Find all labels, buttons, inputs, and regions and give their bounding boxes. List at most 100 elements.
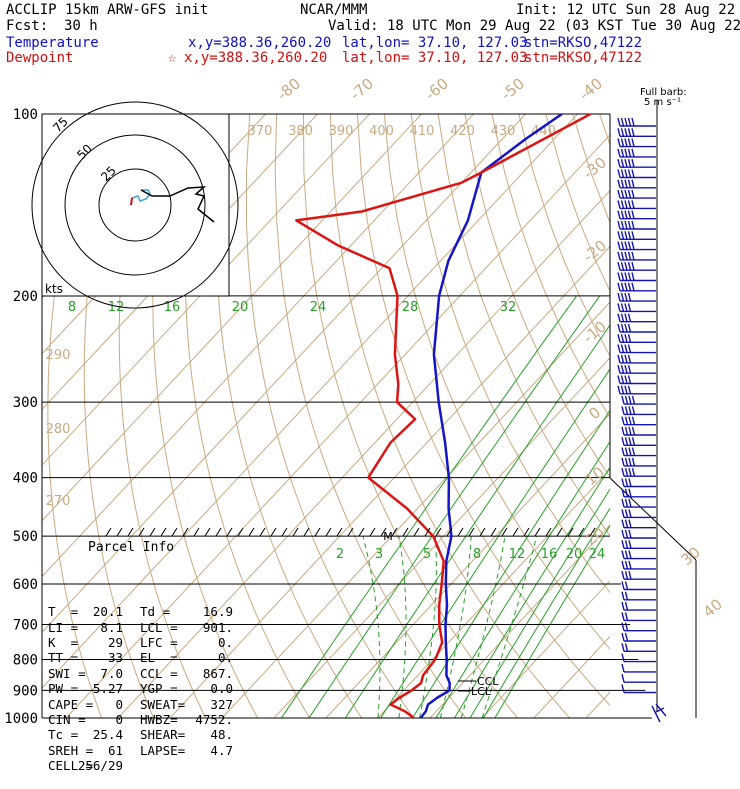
wind-barb (618, 303, 656, 311)
parcel-param-value: 256/29 (78, 758, 123, 773)
barb-legend-units: 5 m s⁻¹ (644, 97, 681, 108)
parcel-param-value: 7.0 (100, 666, 123, 681)
wind-barb (622, 406, 656, 414)
wind-barb (622, 530, 656, 538)
isotherm-line (534, 114, 740, 718)
pressure-tick-label: 900 (13, 683, 38, 699)
wind-barb-surface (652, 704, 666, 722)
wind-barb (618, 365, 656, 373)
parcel-param-value: 29 (108, 635, 123, 650)
mixing-ratio-label: 24 (589, 547, 606, 562)
wind-barb (618, 221, 656, 229)
level-tick (348, 528, 353, 536)
dry-adiabat-line (680, 114, 740, 718)
wind-barb (618, 355, 656, 363)
mixing-ratio-label: 16 (541, 547, 558, 562)
parcel-param-label: SWEAT= (140, 697, 185, 712)
level-tick (458, 528, 463, 536)
parcel-param-label: TT = (48, 650, 78, 665)
pressure-tick-label: 100 (13, 107, 38, 123)
wind-barb (622, 571, 656, 579)
level-tick (304, 528, 309, 536)
mixing-ratio-line (455, 296, 722, 718)
level-tick (370, 528, 375, 536)
pressure-tick-label: 800 (13, 652, 38, 668)
isotherm-label: -70 (347, 74, 377, 104)
isotherm-label: 40 (700, 595, 726, 621)
parcel-param-label: EL = (140, 650, 178, 665)
mixing-ratio-line (436, 296, 706, 718)
parcel-param-value: 48. (210, 727, 233, 742)
theta-label: 280 (46, 422, 71, 437)
parcel-param-label: CAPE = (48, 697, 93, 712)
theta-label: 370 (248, 124, 273, 139)
isotherm-line (170, 114, 734, 718)
parcel-param-label: LFC = (140, 635, 178, 650)
wind-barb (618, 314, 656, 322)
level-tick (117, 528, 122, 536)
theta-label: 390 (329, 124, 354, 139)
parcel-info-title: Parcel Info (88, 540, 174, 555)
parcel-param-label: LAPSE= (140, 743, 185, 758)
mixing-ratio-line (483, 296, 740, 718)
mixing-ratio-label: 20 (566, 547, 583, 562)
wind-barb (618, 273, 656, 281)
wind-barb (618, 190, 656, 198)
hodograph-units-label: kts (45, 282, 63, 296)
wind-barb (618, 386, 656, 394)
wind-barb (622, 674, 656, 682)
mixing-ratio-label: 8 (473, 547, 481, 562)
wind-barb (622, 633, 656, 641)
wind-barb (622, 458, 656, 466)
level-tick (271, 528, 276, 536)
parcel-param-value: 901. (203, 620, 233, 635)
pressure-tick-label: 600 (13, 577, 38, 593)
isotherm-label: -10 (580, 317, 610, 347)
hodograph-trace-sfc (131, 198, 132, 205)
isotherm-line (274, 114, 740, 718)
wind-barb (618, 324, 656, 332)
isotherm-line (430, 114, 740, 718)
wind-barb (618, 262, 656, 270)
parcel-param-label: LCL = (140, 620, 178, 635)
wind-barb (618, 200, 656, 208)
dry-adiabat-line (492, 114, 740, 718)
parcel-param-label: YGP = (140, 681, 178, 696)
parcel-param-label: PW = (48, 681, 78, 696)
wind-barb (618, 334, 656, 342)
level-tick (106, 528, 111, 536)
level-tick (359, 528, 364, 536)
lcl-label: LCL (471, 685, 492, 698)
parcel-param-value: 0 (115, 712, 123, 727)
dry-adiabat-line (707, 114, 740, 718)
wind-barb (618, 293, 656, 301)
wind-barb (618, 252, 656, 260)
level-tick (172, 528, 177, 536)
wind-barb (618, 283, 656, 291)
dewpoint-profile-line (296, 114, 590, 718)
wind-barb (622, 417, 656, 425)
parcel-param-label: Td = (140, 604, 170, 619)
parcel-param-value: 33 (108, 650, 123, 665)
parcel-param-value: 8.1 (100, 620, 123, 635)
level-tick (315, 528, 320, 536)
wind-barb (618, 118, 656, 126)
mixing-ratio-label: 20 (232, 300, 249, 315)
parcel-param-value: 61 (108, 743, 123, 758)
dry-adiabat-line (411, 114, 725, 718)
level-tick (216, 528, 221, 536)
hodograph-frame (42, 114, 229, 296)
level-tick (282, 528, 287, 536)
level-tick (326, 528, 331, 536)
parcel-param-value: 327 (210, 697, 233, 712)
isotherm-line (638, 114, 740, 718)
level-tick (491, 528, 496, 536)
level-tick (194, 528, 199, 536)
wind-barb (622, 540, 656, 548)
